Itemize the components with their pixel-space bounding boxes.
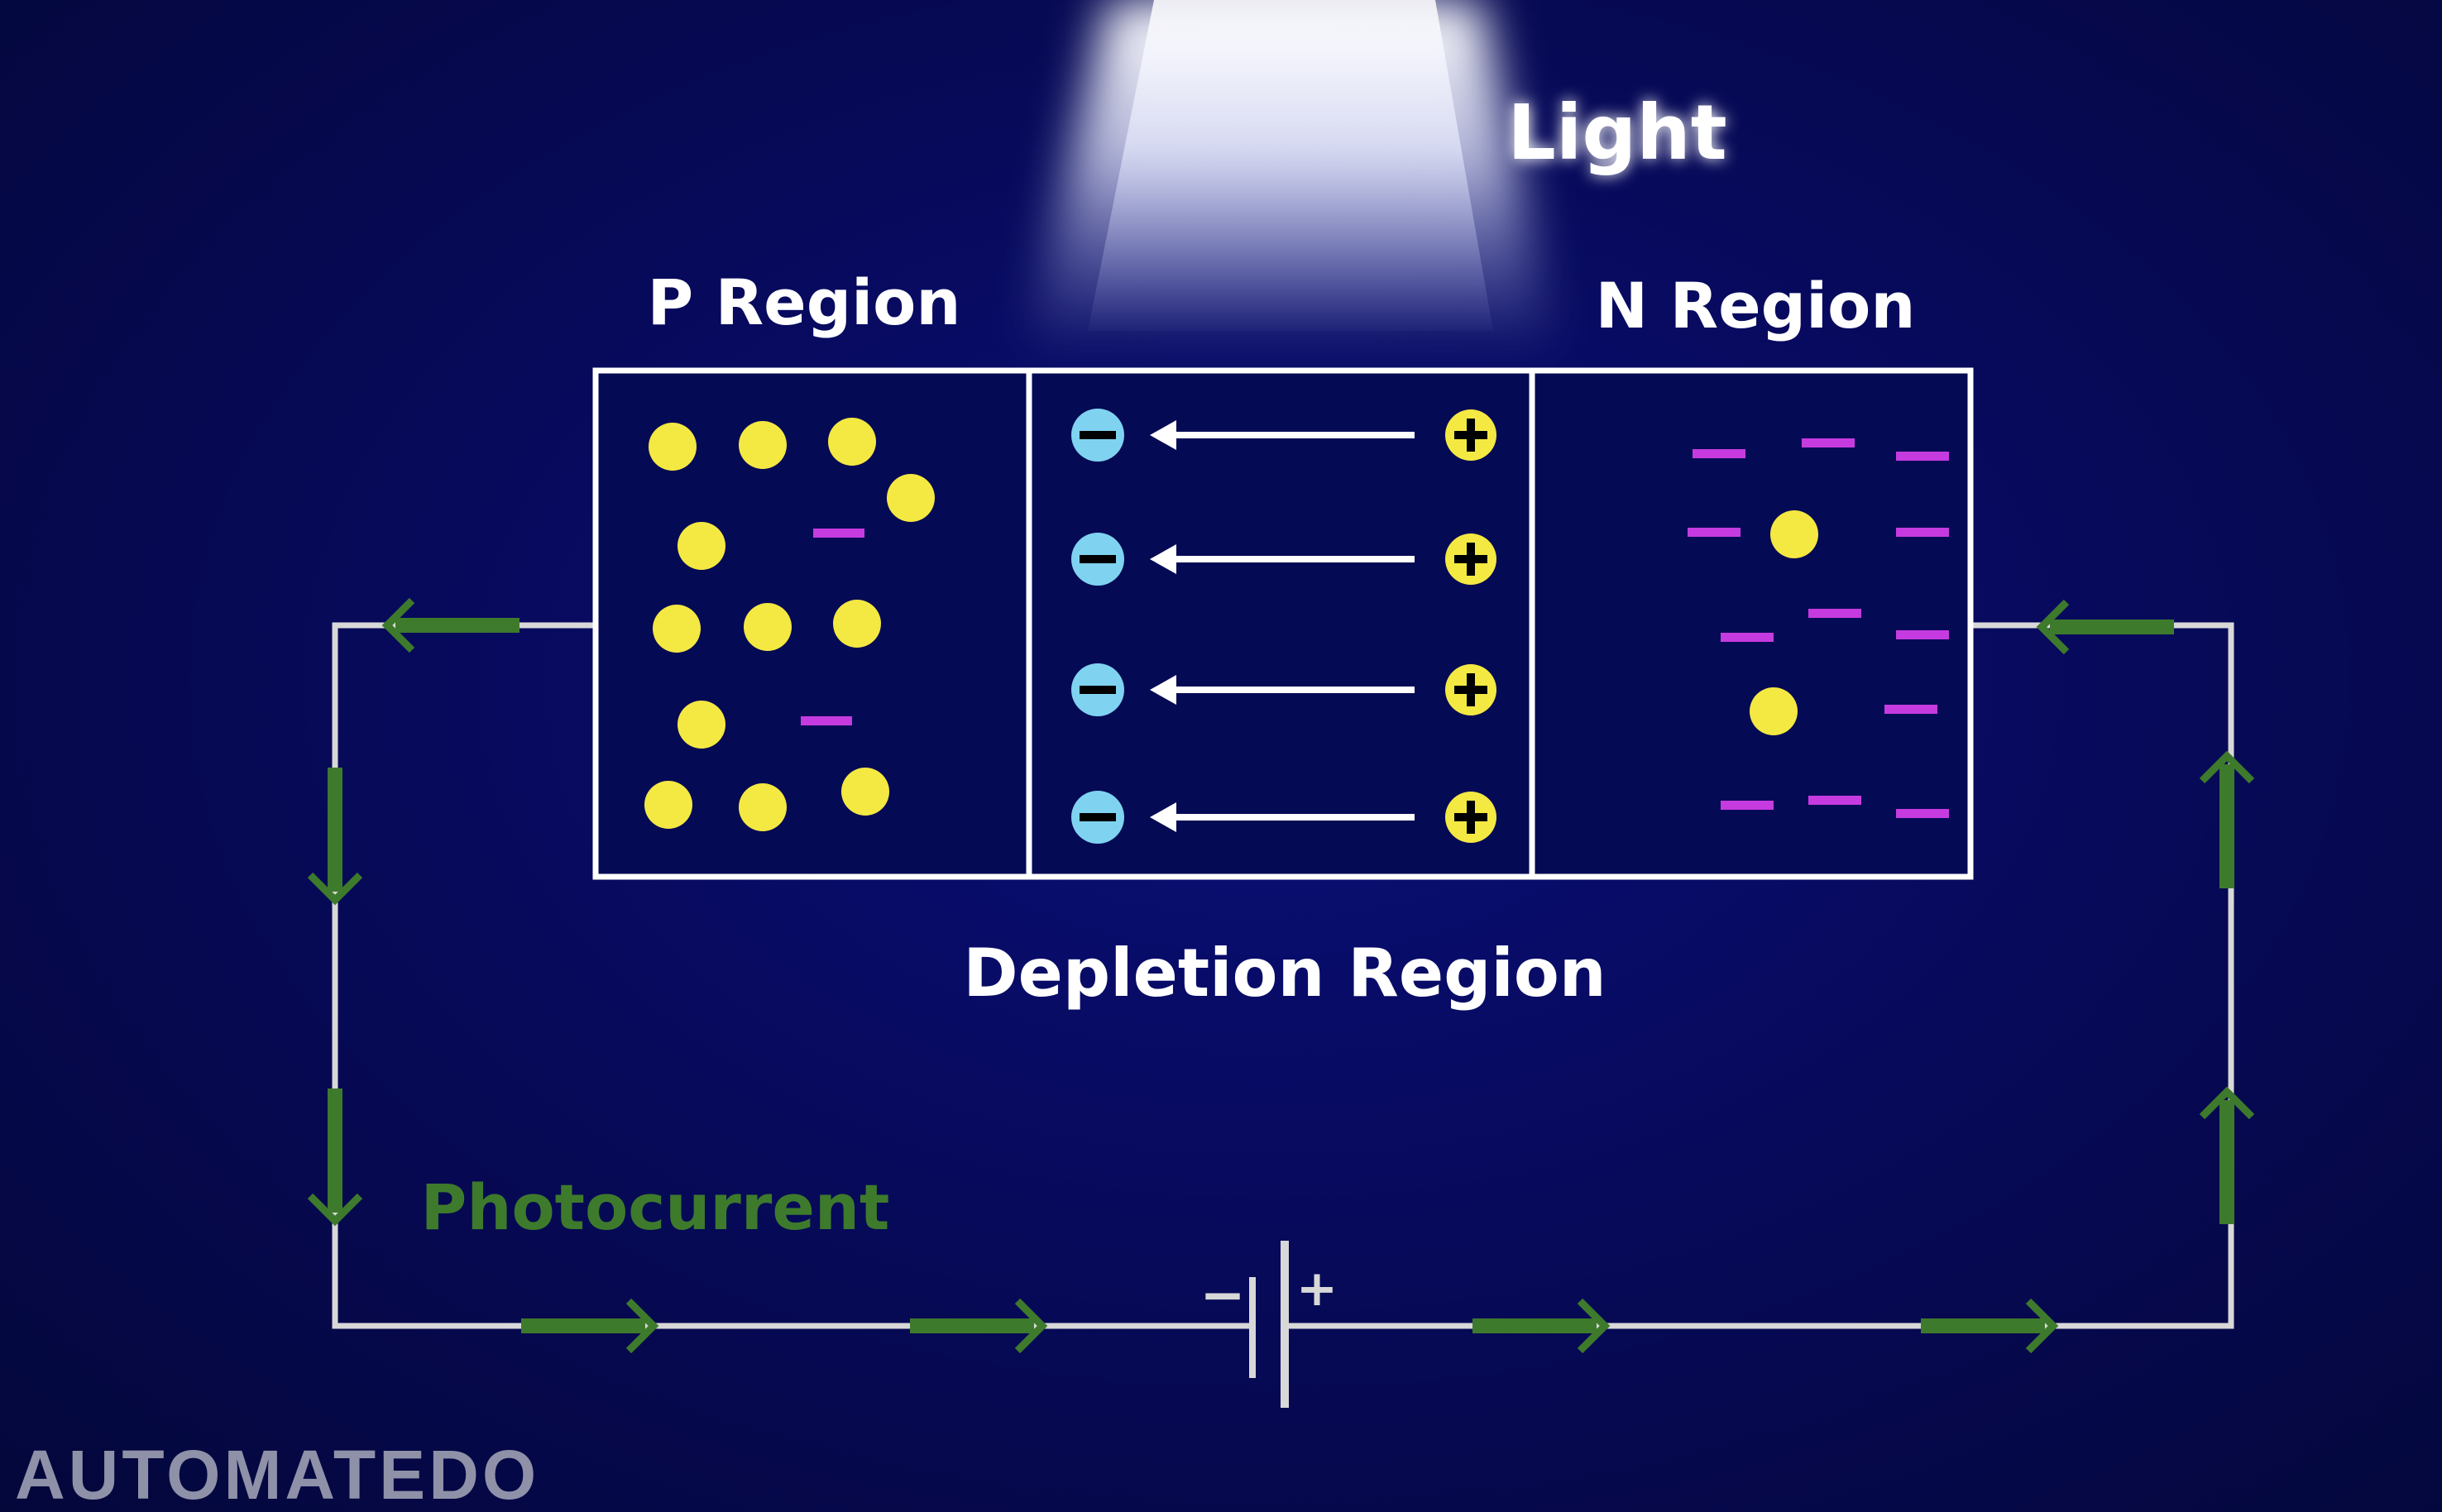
current-arrow-down [310, 768, 360, 900]
p-region-electrons [801, 529, 864, 725]
current-arrow-up [2202, 1092, 2252, 1224]
battery-negative-sign: − [1199, 1263, 1245, 1327]
hole [841, 768, 889, 816]
p-region-holes [644, 418, 935, 831]
hole [744, 603, 792, 651]
electron [1884, 705, 1937, 714]
depletion-ions [1071, 409, 1496, 844]
watermark-logo: AUTOMATEDO [15, 1436, 539, 1512]
electron [1693, 449, 1745, 458]
current-arrow-left [387, 600, 520, 650]
electron [801, 716, 852, 725]
battery-positive-sign: + [1296, 1260, 1338, 1318]
ion-row [1071, 533, 1496, 586]
electron [1721, 633, 1774, 642]
current-arrow-right [1472, 1301, 1605, 1351]
hole [678, 701, 725, 749]
electron [1808, 609, 1861, 618]
electron [1896, 528, 1949, 537]
hole [739, 783, 787, 831]
electron [1896, 809, 1949, 818]
light-label: Light [1507, 89, 1727, 177]
hole [678, 522, 725, 570]
electron [813, 529, 864, 538]
hole [828, 418, 876, 466]
current-arrow-up [2202, 756, 2252, 888]
electron [1721, 801, 1774, 810]
ion-row [1071, 791, 1496, 844]
light-beam [1026, 0, 1555, 347]
hole [644, 781, 692, 829]
current-arrow-down [310, 1089, 360, 1221]
hole [653, 605, 701, 653]
photocurrent-label: Photocurrent [421, 1170, 890, 1244]
electron [1896, 452, 1949, 461]
electron [1896, 630, 1949, 639]
electron [1802, 438, 1855, 447]
current-arrow-right [1921, 1301, 2053, 1351]
hole [649, 423, 697, 471]
depletion-region-label: Depletion Region [963, 935, 1606, 1012]
hole [1750, 687, 1798, 735]
n-region-electrons [1688, 438, 1949, 818]
p-region-label: P Region [648, 266, 961, 339]
electron [1808, 796, 1861, 805]
hole [739, 421, 787, 469]
n-region-label: N Region [1596, 269, 1916, 342]
current-arrow-left [2042, 602, 2174, 652]
hole [833, 600, 881, 648]
current-arrow-right [910, 1301, 1042, 1351]
ion-row [1071, 663, 1496, 716]
hole [887, 474, 935, 522]
hole [1770, 510, 1818, 558]
battery-symbol: − + [1199, 1241, 1338, 1408]
ion-row [1071, 409, 1496, 462]
current-arrow-right [521, 1301, 654, 1351]
electron [1688, 528, 1741, 537]
n-region-holes [1750, 510, 1818, 735]
